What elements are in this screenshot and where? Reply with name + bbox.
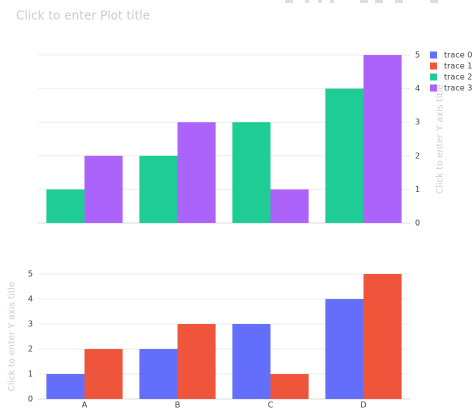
y-axis-title[interactable]: Click to enter Y axis title	[436, 84, 446, 194]
toolbar-icon[interactable]	[375, 0, 383, 3]
y-tick-label: 5	[28, 270, 33, 279]
bar	[363, 274, 402, 399]
toolbar	[285, 0, 438, 3]
x-tick-label: C	[268, 401, 274, 410]
y-tick-label: 1	[28, 370, 33, 379]
bar	[270, 189, 309, 223]
legend-swatch[interactable]	[430, 73, 437, 81]
x-tick-label: A	[82, 401, 88, 410]
toolbar-icon[interactable]	[360, 0, 368, 3]
bar	[270, 374, 309, 399]
x-tick-label: B	[175, 401, 181, 410]
bar	[232, 122, 271, 223]
y-tick-label: 4	[415, 84, 420, 93]
x-tick-label: D	[360, 401, 366, 410]
y-tick-label: 3	[415, 118, 420, 127]
bar	[46, 189, 85, 223]
y-tick-label: 0	[415, 219, 420, 228]
toolbar-icon[interactable]	[330, 0, 334, 3]
bar	[177, 324, 216, 399]
bar	[139, 349, 178, 399]
y-axis-title[interactable]: Click to enter Y axis title	[8, 281, 18, 391]
y-tick-label: 0	[28, 395, 33, 404]
bar	[84, 155, 123, 223]
legend-swatch[interactable]	[430, 84, 437, 92]
y-tick-label: 3	[28, 320, 33, 329]
toolbar-icon[interactable]	[395, 0, 403, 3]
legend-label[interactable]: trace 0	[444, 51, 472, 60]
bar	[139, 155, 178, 223]
legend-label[interactable]: trace 3	[444, 84, 472, 93]
legend-label[interactable]: trace 1	[444, 62, 472, 71]
legend-swatch[interactable]	[430, 51, 437, 59]
toolbar-icon[interactable]	[305, 0, 309, 3]
bar	[177, 122, 216, 223]
bar	[46, 374, 85, 399]
toolbar-icon[interactable]	[430, 0, 438, 3]
bar	[232, 324, 271, 399]
bar	[363, 55, 402, 223]
bar	[84, 349, 123, 399]
legend-swatch[interactable]	[430, 62, 437, 70]
legend-label[interactable]: trace 2	[444, 73, 472, 82]
chart-title[interactable]: Click to enter Plot title	[16, 9, 150, 23]
toolbar-icon[interactable]	[285, 0, 293, 3]
bar	[325, 88, 364, 223]
bar	[325, 299, 364, 399]
y-tick-label: 2	[28, 345, 33, 354]
toolbar-icon[interactable]	[318, 0, 322, 3]
y-tick-label: 2	[415, 151, 420, 160]
y-tick-label: 4	[28, 295, 33, 304]
y-tick-label: 5	[415, 51, 420, 60]
y-tick-label: 1	[415, 185, 420, 194]
